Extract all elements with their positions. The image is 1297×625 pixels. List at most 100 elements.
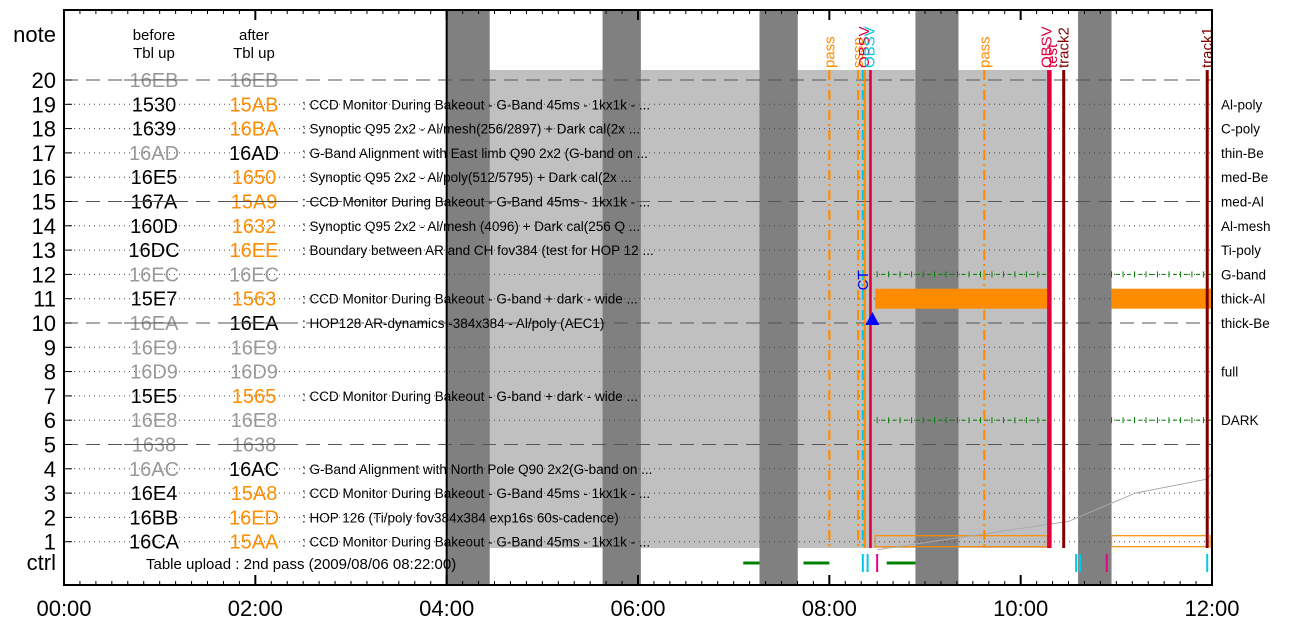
row-number: 10 bbox=[32, 311, 56, 336]
row-before-code: 16E4 bbox=[131, 483, 178, 505]
event-label: OBSV bbox=[856, 26, 873, 68]
row-after-code: 1563 bbox=[232, 289, 277, 311]
row-after-code: 16EC bbox=[229, 264, 279, 286]
shade-band bbox=[1078, 10, 1112, 585]
x-tick-label: 06:00 bbox=[610, 596, 665, 621]
row-after-code: 15AA bbox=[230, 532, 280, 554]
after-header-1: after bbox=[239, 27, 269, 44]
row-before-code: 1638 bbox=[132, 435, 177, 457]
orange-bar bbox=[875, 288, 1048, 309]
row-before-code: 16AD bbox=[129, 143, 179, 165]
before-header-1: before bbox=[133, 27, 176, 44]
row-after-code: 16E8 bbox=[231, 410, 278, 432]
row-description: : G-Band Alignment with East limb Q90 2x… bbox=[302, 146, 648, 161]
orange-bar bbox=[1207, 288, 1212, 309]
shade-band bbox=[602, 10, 641, 585]
x-tick-label: 12:00 bbox=[1184, 596, 1239, 621]
row-after-code: 1632 bbox=[232, 216, 277, 238]
row-filter: G-band bbox=[1221, 267, 1266, 282]
row-filter: med-Be bbox=[1221, 170, 1268, 185]
row-after-code: 16AC bbox=[229, 459, 279, 481]
x-tick-label: 04:00 bbox=[419, 596, 474, 621]
row-description: : CCD Monitor During Bakeout - G-band + … bbox=[302, 389, 638, 404]
row-description: : G-Band Alignment with North Pole Q90 2… bbox=[302, 462, 652, 477]
row-number: 17 bbox=[32, 141, 56, 166]
event-label: OBSV bbox=[1038, 26, 1055, 68]
row-number: 6 bbox=[44, 408, 56, 433]
row-number: 16 bbox=[32, 165, 56, 190]
row-after-code: 15AB bbox=[230, 94, 279, 116]
row-after-code: 16ED bbox=[229, 507, 279, 529]
note-header: note bbox=[13, 22, 56, 47]
row-number: 14 bbox=[32, 214, 56, 239]
row-before-code: 160D bbox=[130, 216, 178, 238]
event-label: test bbox=[1044, 43, 1061, 68]
row-after-code: 16E9 bbox=[231, 337, 278, 359]
row-number: 2 bbox=[44, 505, 56, 530]
row-number: 12 bbox=[32, 262, 56, 287]
ct-label: CT bbox=[855, 270, 872, 290]
event-label: OBSV bbox=[862, 26, 879, 68]
row-before-code: 1530 bbox=[132, 94, 177, 116]
track-label: track1 bbox=[1199, 27, 1216, 68]
event-label: sssp bbox=[850, 37, 867, 68]
x-tick-label: 08:00 bbox=[802, 596, 857, 621]
row-before-code: 16D9 bbox=[130, 362, 178, 384]
row-number: 4 bbox=[44, 457, 56, 482]
row-number: 9 bbox=[44, 335, 56, 360]
x-tick-label: 10:00 bbox=[993, 596, 1048, 621]
blue-triangle bbox=[865, 312, 880, 325]
row-after-code: 15A9 bbox=[231, 192, 278, 214]
shade-band bbox=[759, 10, 798, 585]
row-description: : HOP128 AR-dynamics -384x384 - Al/poly … bbox=[302, 316, 604, 331]
row-after-code: 16EE bbox=[230, 240, 279, 262]
pass-label: pass bbox=[976, 36, 993, 68]
row-before-code: 16EA bbox=[130, 313, 180, 335]
row-number: 3 bbox=[44, 481, 56, 506]
row-description: : CCD Monitor During Bakeout - G-Band 45… bbox=[302, 195, 650, 210]
row-after-code: 1638 bbox=[232, 435, 277, 457]
row-before-code: 16AC bbox=[129, 459, 179, 481]
row-number: 5 bbox=[44, 433, 56, 458]
row-number: 20 bbox=[32, 68, 56, 93]
row-after-code: 1565 bbox=[232, 386, 277, 408]
row-before-code: 16CA bbox=[129, 532, 180, 554]
row-filter: thick-Al bbox=[1221, 292, 1265, 307]
row-before-code: 16E5 bbox=[131, 167, 178, 189]
row-filter: Al-mesh bbox=[1221, 219, 1271, 234]
row-number: 8 bbox=[44, 360, 56, 385]
row-number: 13 bbox=[32, 238, 56, 263]
row-before-code: 16EC bbox=[129, 264, 179, 286]
row-description: : Boundary between AR and CH fov384 (tes… bbox=[302, 243, 654, 258]
row-filter: C-poly bbox=[1221, 122, 1260, 137]
row-before-code: 15E5 bbox=[131, 386, 178, 408]
row-filter: Al-poly bbox=[1221, 97, 1263, 112]
row-number: 7 bbox=[44, 384, 56, 409]
row-after-code: 16EA bbox=[230, 313, 280, 335]
row-after-code: 16EB bbox=[230, 70, 279, 92]
row-description: : Synoptic Q95 2x2 - Al/mesh (4096) + Da… bbox=[302, 219, 640, 234]
shade-band bbox=[446, 10, 490, 585]
row-after-code: 16D9 bbox=[230, 362, 278, 384]
row-number: 11 bbox=[33, 287, 56, 312]
row-after-code: 15A8 bbox=[231, 483, 278, 505]
row-before-code: 167A bbox=[131, 192, 178, 214]
pass-label: pass bbox=[821, 36, 838, 68]
orange-bar bbox=[1111, 288, 1208, 309]
row-before-code: 16BB bbox=[130, 507, 179, 529]
row-before-code: 16E9 bbox=[131, 337, 178, 359]
row-description: : CCD Monitor During Bakeout - G-band + … bbox=[302, 292, 638, 307]
x-tick-label: 02:00 bbox=[228, 596, 283, 621]
row-description: : HOP 126 (Ti/poly fov384x384 exp16s 60s… bbox=[302, 510, 619, 525]
x-tick-label: 00:00 bbox=[36, 596, 91, 621]
row-description: : CCD Monitor During Bakeout - G-Band 45… bbox=[302, 535, 650, 550]
row-filter: med-Al bbox=[1221, 195, 1264, 210]
row-number: 15 bbox=[32, 190, 56, 215]
ctrl-text: Table upload : 2nd pass (2009/08/06 08:2… bbox=[146, 556, 456, 573]
row-after-code: 1650 bbox=[232, 167, 277, 189]
row-before-code: 15E7 bbox=[131, 289, 178, 311]
row-before-code: 16E8 bbox=[131, 410, 178, 432]
row-filter: thin-Be bbox=[1221, 146, 1264, 161]
after-header-2: Tbl up bbox=[233, 45, 275, 62]
row-filter: DARK bbox=[1221, 413, 1259, 428]
